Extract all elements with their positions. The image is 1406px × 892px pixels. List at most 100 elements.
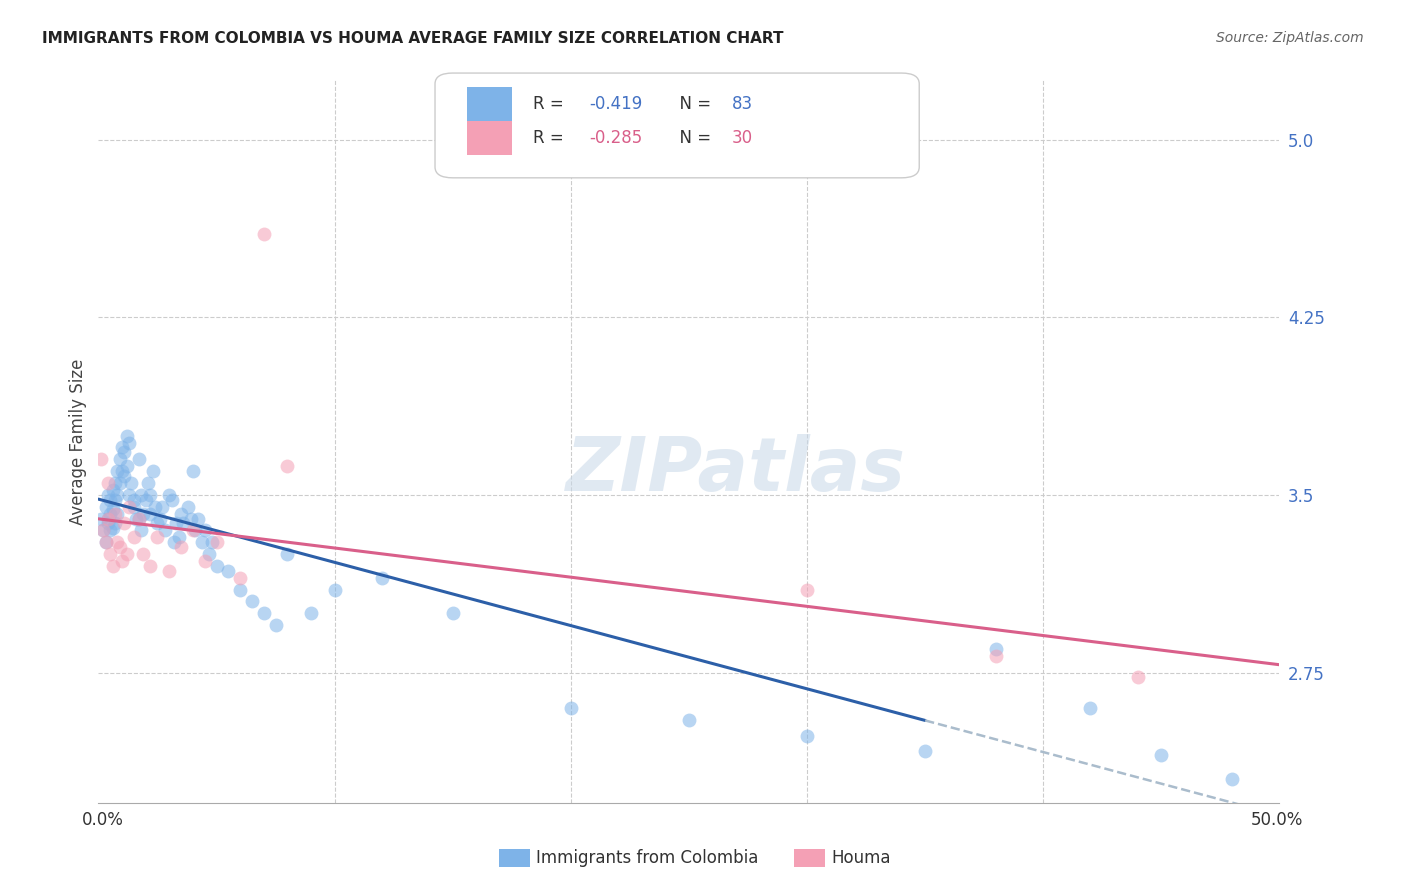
Point	[118, 435, 141, 450]
Point	[1150, 748, 1173, 763]
Point	[149, 511, 172, 525]
Text: Houma: Houma	[831, 849, 890, 867]
Point	[98, 547, 121, 561]
Point	[112, 445, 135, 459]
Text: 30: 30	[731, 129, 752, 147]
Point	[97, 516, 120, 531]
Point	[112, 469, 135, 483]
Point	[111, 441, 134, 455]
Text: R =: R =	[533, 129, 569, 147]
Y-axis label: Average Family Size: Average Family Size	[69, 359, 87, 524]
Point	[177, 500, 200, 514]
Point	[323, 582, 346, 597]
Point	[253, 607, 276, 621]
Point	[217, 564, 239, 578]
Text: 83: 83	[731, 95, 752, 113]
Point	[128, 511, 150, 525]
Text: Source: ZipAtlas.com: Source: ZipAtlas.com	[1216, 31, 1364, 45]
Point	[90, 452, 112, 467]
Point	[122, 531, 145, 545]
Point	[163, 535, 186, 549]
Point	[165, 516, 187, 531]
Point	[97, 511, 120, 525]
Point	[115, 428, 138, 442]
Point	[240, 594, 263, 608]
Point	[111, 464, 134, 478]
Point	[122, 500, 145, 514]
Point	[914, 744, 936, 758]
Point	[157, 488, 180, 502]
Point	[94, 535, 117, 549]
Point	[101, 502, 124, 516]
Point	[984, 648, 1007, 663]
Point	[98, 507, 121, 521]
Point	[796, 582, 818, 597]
Point	[129, 488, 152, 502]
Point	[105, 488, 128, 502]
Point	[441, 607, 464, 621]
Point	[121, 475, 143, 490]
Point	[1220, 772, 1243, 786]
Point	[104, 492, 127, 507]
Point	[128, 511, 150, 525]
Point	[560, 701, 582, 715]
Point	[91, 524, 114, 538]
Point	[198, 547, 221, 561]
Point	[187, 511, 209, 525]
Point	[205, 558, 228, 573]
Point	[143, 500, 166, 514]
Point	[139, 558, 162, 573]
Point	[1126, 670, 1149, 684]
Point	[194, 554, 217, 568]
Point	[180, 511, 202, 525]
Point	[108, 475, 131, 490]
Point	[135, 492, 157, 507]
Text: -0.419: -0.419	[589, 95, 643, 113]
Point	[276, 547, 298, 561]
Text: 0.0%: 0.0%	[82, 811, 124, 829]
Point	[101, 521, 124, 535]
Point	[108, 452, 131, 467]
Point	[101, 483, 124, 497]
Point	[128, 452, 150, 467]
Text: -0.285: -0.285	[589, 129, 643, 147]
Point	[112, 516, 135, 531]
Point	[105, 535, 128, 549]
Point	[146, 531, 169, 545]
Point	[118, 488, 141, 502]
Point	[194, 524, 217, 538]
FancyBboxPatch shape	[467, 120, 512, 155]
Point	[125, 511, 148, 525]
Point	[205, 535, 228, 549]
Point	[191, 535, 214, 549]
Point	[97, 511, 120, 525]
Point	[122, 492, 145, 507]
Point	[105, 507, 128, 521]
FancyBboxPatch shape	[467, 87, 512, 121]
Point	[170, 507, 193, 521]
Point	[104, 475, 127, 490]
Point	[132, 547, 155, 561]
Point	[105, 464, 128, 478]
Point	[172, 516, 194, 531]
Point	[104, 516, 127, 531]
Point	[91, 524, 114, 538]
Point	[98, 524, 121, 538]
Point	[299, 607, 322, 621]
Point	[115, 547, 138, 561]
Point	[184, 524, 207, 538]
Point	[111, 554, 134, 568]
Point	[108, 540, 131, 554]
Point	[253, 227, 276, 242]
Point	[678, 713, 700, 727]
Point	[132, 507, 155, 521]
Point	[101, 558, 124, 573]
Point	[146, 516, 169, 531]
Point	[98, 492, 121, 507]
FancyBboxPatch shape	[434, 73, 920, 178]
Point	[264, 618, 287, 632]
Point	[139, 507, 162, 521]
Text: Immigrants from Colombia: Immigrants from Colombia	[536, 849, 758, 867]
Point	[118, 500, 141, 514]
Point	[97, 488, 120, 502]
